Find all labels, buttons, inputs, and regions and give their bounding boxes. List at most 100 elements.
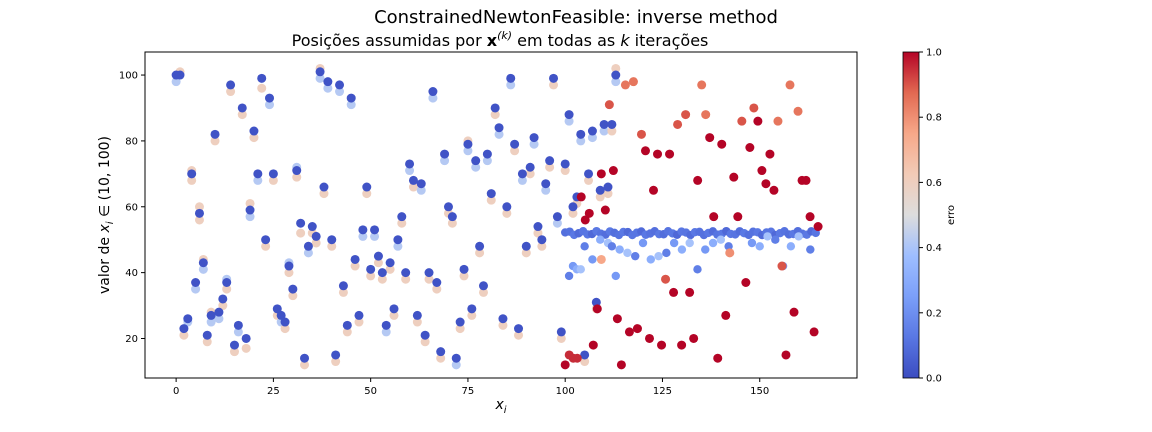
cluster-point [646, 255, 655, 264]
converged-point [338, 281, 348, 291]
divergent-point [604, 100, 614, 110]
trail-point [475, 248, 485, 258]
trail-point [296, 228, 306, 238]
title-part-2: x [487, 31, 498, 50]
trail-point [517, 175, 527, 185]
trail-point [346, 100, 356, 110]
converged-point [568, 202, 578, 212]
trail-point [241, 343, 251, 353]
converged-point [272, 304, 282, 314]
trail-point [533, 228, 543, 238]
converged-point [545, 156, 555, 166]
trail-point [257, 83, 267, 93]
trail-point [303, 248, 313, 258]
trail-point [416, 185, 426, 195]
cluster-point [662, 248, 671, 258]
cluster-point [607, 242, 617, 251]
title-part-1: Posições assumidas por [292, 31, 487, 50]
trail-point [362, 189, 372, 199]
trail-point [408, 182, 418, 192]
divergent-point [745, 142, 755, 152]
trail-point [342, 327, 352, 337]
converged-point [537, 235, 547, 245]
converged-point [331, 350, 341, 360]
trail-point [214, 314, 224, 324]
trail-point [315, 73, 325, 83]
converged-point [494, 123, 504, 133]
trail-point [595, 192, 605, 202]
trail-point [229, 347, 239, 357]
trail-point [331, 357, 341, 367]
trail-point [482, 156, 492, 166]
converged-point [206, 310, 216, 320]
trail-point [611, 77, 621, 87]
converged-point [335, 80, 345, 90]
cluster-point [716, 235, 726, 244]
converged-point [261, 235, 271, 245]
y-label-var: x [97, 224, 113, 234]
trail-point [459, 271, 469, 281]
converged-point [447, 212, 457, 222]
cluster-point [677, 245, 687, 254]
divergent-point [600, 205, 610, 215]
converged-point [315, 67, 325, 77]
converged-point [194, 208, 204, 218]
divergent-point [673, 119, 683, 129]
x-tick-label: 50 [364, 386, 377, 397]
converged-point [451, 353, 461, 363]
converged-point [346, 93, 356, 103]
converged-point [463, 139, 473, 149]
converged-point [502, 202, 512, 212]
divergent-point [685, 287, 695, 297]
trail-point [498, 320, 508, 330]
trail-point [502, 208, 512, 218]
divergent-point [749, 103, 759, 113]
converged-point [327, 235, 337, 245]
converged-point [611, 70, 621, 80]
divergent-point [665, 149, 675, 159]
trail-point [233, 327, 243, 337]
trail-point [552, 218, 562, 228]
converged-point [389, 304, 399, 314]
trail-point [288, 291, 298, 301]
y-tick-label: 60 [125, 202, 138, 213]
cluster-point [631, 251, 640, 261]
trail-point [405, 166, 415, 176]
trail-point [447, 218, 457, 228]
divergent-point [632, 324, 642, 334]
title-part-5: k [620, 31, 630, 50]
trail-point [198, 264, 208, 274]
x-label-sub: i [504, 405, 507, 416]
converged-point [284, 261, 294, 271]
divergent-point [813, 222, 823, 232]
divergent-point [729, 172, 739, 182]
converged-point [455, 317, 465, 327]
trail-point [467, 310, 477, 320]
divergent-point [705, 133, 715, 143]
divergent-point [669, 287, 679, 297]
colorbar-gradient [902, 51, 920, 379]
trail-point [420, 337, 430, 347]
cluster-point [747, 238, 757, 248]
converged-point [424, 268, 434, 278]
divergent-point [781, 350, 791, 360]
converged-point [576, 129, 586, 139]
trail-point [265, 100, 275, 110]
trail-point [568, 208, 578, 218]
divergent-point [649, 185, 659, 195]
trail-point [521, 248, 531, 258]
trail-point [366, 271, 376, 281]
y-tick-label: 80 [125, 136, 138, 147]
cluster-point [763, 232, 772, 241]
trail-point [261, 241, 271, 251]
trail-point [171, 77, 181, 87]
converged-point [393, 235, 403, 245]
converged-point [552, 212, 562, 222]
trail-point [373, 258, 383, 268]
trail-point [311, 238, 321, 248]
divergent-point [773, 116, 783, 126]
points-layer [171, 67, 823, 370]
divergent-point [697, 80, 707, 90]
divergent-point [761, 179, 771, 189]
divergent-point [644, 333, 654, 343]
